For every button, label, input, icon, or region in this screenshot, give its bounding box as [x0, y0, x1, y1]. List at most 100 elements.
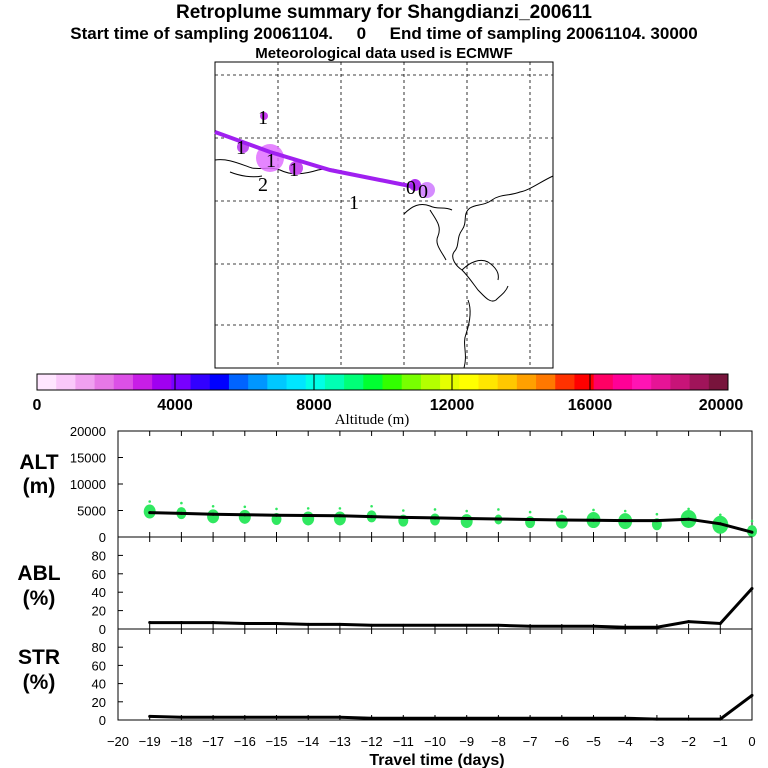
colorbar-swatch — [536, 374, 556, 390]
colorbar-swatch — [324, 374, 345, 390]
altitude-point — [496, 517, 500, 521]
abl-point — [338, 622, 342, 626]
y-tick-label: 15000 — [70, 451, 106, 466]
y-tick-label: 0 — [99, 530, 106, 545]
colorbar-swatch — [459, 374, 479, 390]
altitude-point — [338, 514, 342, 518]
abl-point — [687, 620, 691, 624]
altitude-spread-dot — [433, 508, 437, 511]
panel-frame — [117, 536, 753, 630]
colorbar-swatch — [555, 374, 575, 390]
x-tick-label: −13 — [329, 734, 351, 749]
altitude-point — [211, 512, 215, 516]
y-tick-label: 10000 — [70, 477, 106, 492]
altitude-spread-dot — [333, 511, 346, 526]
colorbar-swatch — [152, 374, 172, 390]
plume-label: 1 — [236, 137, 246, 159]
map-graticule — [215, 62, 553, 368]
str-point — [243, 715, 247, 719]
y-tick-label: 40 — [92, 677, 106, 692]
abl-point — [370, 623, 374, 627]
y-tick-label: 20000 — [70, 424, 106, 439]
x-tick-label: −17 — [202, 734, 224, 749]
colorbar-swatch — [574, 374, 595, 390]
colorbar-swatch — [593, 374, 614, 390]
colorbar-swatch — [420, 374, 441, 390]
str-point — [306, 715, 310, 719]
altitude-spread-dot — [402, 509, 405, 512]
colorbar-tick: 0 — [33, 397, 42, 414]
abl-line — [149, 587, 754, 629]
x-tick-label: −5 — [586, 734, 601, 749]
plume-label: 1 — [266, 150, 276, 172]
altitude-spread-dot — [238, 509, 251, 524]
str-point — [338, 715, 342, 719]
altitude-point — [465, 516, 469, 520]
y-tick-label: 60 — [92, 567, 106, 582]
altitude-spread-dot — [243, 505, 247, 509]
str-point — [401, 716, 405, 720]
abl-point — [718, 621, 722, 625]
x-tick-label: −15 — [265, 734, 287, 749]
altitude-point — [750, 530, 754, 534]
colorbar-ticks: 0 4000 8000 12000 16000 20000 — [33, 397, 744, 414]
abl-point — [148, 621, 152, 625]
colorbar-frame — [36, 373, 729, 391]
abl-point — [275, 621, 278, 625]
y-axis-label: (%) — [23, 671, 56, 694]
abl-point — [655, 625, 659, 629]
altitude-point — [528, 518, 532, 522]
altitude-point — [560, 518, 564, 522]
altitude-spread-dot — [148, 500, 151, 503]
altitude-point — [718, 522, 722, 526]
colorbar-swatch — [612, 374, 633, 390]
altitude-point — [433, 516, 437, 520]
altitude-point — [148, 511, 152, 515]
colorbar-swatch — [497, 374, 518, 390]
x-tick-label: −1 — [713, 734, 728, 749]
x-tick-label: −3 — [649, 734, 664, 749]
colorbar-swatch — [56, 374, 76, 390]
altitude-point — [179, 511, 183, 515]
abl-point — [401, 623, 405, 627]
abl-point — [528, 624, 532, 628]
colorbar-swatch — [190, 374, 211, 390]
sampling-times: Start time of sampling 20061104. 0 End t… — [70, 24, 698, 43]
altitude-spread-dot — [306, 507, 310, 510]
colorbar-tick: 20000 — [699, 397, 744, 414]
colorbar-swatch — [228, 374, 249, 390]
str-point — [433, 716, 437, 720]
y-tick-label: 20 — [92, 604, 106, 619]
y-tick-label: 20 — [92, 695, 106, 710]
altitude-point — [275, 513, 278, 517]
x-tick-label: −20 — [107, 734, 129, 749]
altitude-point — [306, 514, 310, 518]
y-axis-label: ABL — [17, 562, 60, 585]
str-point — [528, 716, 532, 720]
x-tick-label: −10 — [424, 734, 446, 749]
str-point — [370, 716, 374, 720]
x-tick-label: −16 — [234, 734, 256, 749]
altitude-spread-dot — [560, 510, 564, 513]
altitude-spread-dot — [592, 508, 595, 512]
abl-point — [560, 624, 564, 628]
altitude-point — [687, 517, 691, 521]
altitude-spread-dot — [555, 514, 568, 529]
abl-point — [623, 625, 627, 629]
meteo-source: Meteorological data used is ECMWF — [255, 45, 513, 62]
colorbar-swatch — [401, 374, 422, 390]
altitude-colorbar — [37, 374, 729, 390]
colorbar-tick: 8000 — [296, 397, 332, 414]
abl-point — [179, 621, 183, 625]
altitude-spread-dot — [719, 513, 722, 517]
str-point — [623, 716, 627, 720]
abl-point — [750, 587, 754, 591]
x-tick-label: −14 — [297, 734, 319, 749]
altitude-point — [401, 515, 405, 519]
abl-point — [211, 621, 215, 625]
plume-label: 0 — [418, 181, 428, 203]
str-point — [465, 716, 469, 720]
abl-point — [496, 623, 500, 627]
altitude-spread-dot — [528, 510, 532, 514]
colorbar-tick: 16000 — [568, 397, 613, 414]
